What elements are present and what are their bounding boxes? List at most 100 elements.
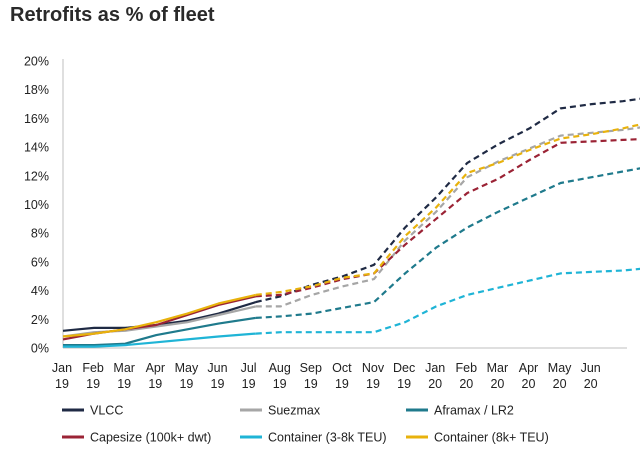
series-line-actual bbox=[63, 332, 256, 348]
x-tick-label: Jan 19 bbox=[52, 361, 72, 391]
series-container-8k-teu bbox=[62, 123, 640, 338]
legend-item: Aframax / LR2 bbox=[406, 404, 514, 418]
series-vlcc bbox=[62, 97, 640, 332]
x-tick-month: Jun bbox=[581, 361, 601, 375]
series-line-projected bbox=[255, 167, 640, 319]
x-tick-label: Oct 19 bbox=[332, 361, 352, 391]
legend-item: Capesize (100k+ dwt) bbox=[62, 431, 211, 445]
legend: VLCC Suezmax Aframax / LR2 Capesize (100k+ … bbox=[62, 404, 549, 445]
x-tick-label: May 19 bbox=[175, 361, 199, 391]
x-tick-year: 20 bbox=[522, 377, 536, 391]
series-line-projected bbox=[255, 126, 640, 308]
x-tick-label: Jun 20 bbox=[581, 361, 601, 391]
x-tick-year: 19 bbox=[242, 377, 256, 391]
legend-label: Container (3-8k TEU) bbox=[268, 431, 387, 445]
x-tick-month: Mar bbox=[113, 361, 135, 375]
legend-item: Container (8k+ TEU) bbox=[406, 431, 549, 445]
y-tick-label: 4% bbox=[31, 284, 49, 298]
y-tick-label: 16% bbox=[24, 112, 49, 126]
y-tick-label: 12% bbox=[24, 169, 49, 183]
x-tick-year: 20 bbox=[584, 377, 598, 391]
legend-label: Aframax / LR2 bbox=[434, 404, 514, 418]
legend-item: VLCC bbox=[62, 404, 123, 418]
x-tick-label: May 20 bbox=[548, 361, 572, 391]
x-tick-year: 19 bbox=[86, 377, 100, 391]
legend-label: Suezmax bbox=[268, 404, 321, 418]
x-tick-label: Apr 19 bbox=[146, 361, 165, 391]
x-tick-year: 20 bbox=[459, 377, 473, 391]
axes bbox=[62, 59, 627, 349]
x-tick-year: 19 bbox=[304, 377, 318, 391]
x-tick-label: Nov 19 bbox=[362, 361, 385, 391]
x-tick-month: May bbox=[175, 361, 199, 375]
x-tick-year: 19 bbox=[366, 377, 380, 391]
series-capesize-100k-dwt bbox=[62, 138, 640, 341]
y-tick-label: 20% bbox=[24, 55, 49, 69]
y-tick-label: 2% bbox=[31, 313, 49, 327]
series-aframax-lr2 bbox=[63, 167, 640, 347]
x-tick-month: Apr bbox=[519, 361, 538, 375]
x-tick-month: Jul bbox=[241, 361, 257, 375]
series-line-actual bbox=[62, 305, 257, 338]
x-tick-label: Jul 19 bbox=[241, 361, 257, 391]
x-tick-year: 19 bbox=[335, 377, 349, 391]
x-tick-month: Aug bbox=[269, 361, 291, 375]
series-suezmax bbox=[62, 126, 640, 338]
x-tick-year: 20 bbox=[428, 377, 442, 391]
x-tick-year: 19 bbox=[397, 377, 411, 391]
x-tick-month: Feb bbox=[82, 361, 104, 375]
x-tick-year: 20 bbox=[490, 377, 504, 391]
x-tick-year: 19 bbox=[273, 377, 287, 391]
x-tick-month: Mar bbox=[487, 361, 509, 375]
x-tick-month: Sep bbox=[300, 361, 322, 375]
legend-label: VLCC bbox=[90, 404, 123, 418]
y-axis-ticks: 0% 2% 4% 6% 8% 10% 12% 14% 16% 18% 20% bbox=[24, 55, 49, 356]
legend-label: Capesize (100k+ dwt) bbox=[90, 431, 211, 445]
y-tick-label: 0% bbox=[31, 342, 49, 356]
x-tick-year: 19 bbox=[148, 377, 162, 391]
y-tick-label: 14% bbox=[24, 141, 49, 155]
x-tick-year: 19 bbox=[55, 377, 69, 391]
x-tick-label: Feb 20 bbox=[456, 361, 478, 391]
x-tick-label: Feb 19 bbox=[82, 361, 104, 391]
x-tick-month: Nov bbox=[362, 361, 385, 375]
x-tick-year: 19 bbox=[179, 377, 193, 391]
chart-title: Retrofits as % of fleet bbox=[10, 4, 215, 26]
x-tick-label: Mar 20 bbox=[487, 361, 509, 391]
x-tick-label: Aug 19 bbox=[269, 361, 291, 391]
x-tick-label: Apr 20 bbox=[519, 361, 538, 391]
series-container-3-8k-teu bbox=[63, 267, 640, 348]
x-tick-year: 20 bbox=[553, 377, 567, 391]
series-line-actual bbox=[63, 316, 256, 347]
legend-item: Container (3-8k TEU) bbox=[240, 431, 387, 445]
x-axis-ticks: Jan 19 Feb 19 Mar 19 Apr 19 May 19 Jun 19 Jul 19 Aug 19… bbox=[52, 361, 601, 391]
series-line-actual bbox=[62, 293, 257, 338]
x-tick-year: 19 bbox=[117, 377, 131, 391]
x-tick-label: Mar 19 bbox=[113, 361, 135, 391]
y-tick-label: 10% bbox=[24, 198, 49, 212]
series-lines bbox=[62, 97, 640, 348]
x-tick-year: 19 bbox=[211, 377, 225, 391]
x-tick-label: Jun 19 bbox=[207, 361, 227, 391]
x-tick-month: Jun bbox=[207, 361, 227, 375]
legend-item: Suezmax bbox=[240, 404, 321, 418]
x-tick-month: Oct bbox=[332, 361, 352, 375]
series-line-projected bbox=[255, 97, 640, 304]
y-tick-label: 18% bbox=[24, 83, 49, 97]
x-tick-month: Dec bbox=[393, 361, 415, 375]
x-tick-month: Jan bbox=[52, 361, 72, 375]
x-tick-label: Jan 20 bbox=[425, 361, 445, 391]
x-tick-month: May bbox=[548, 361, 572, 375]
series-line-projected bbox=[255, 138, 640, 298]
x-tick-label: Dec 19 bbox=[393, 361, 415, 391]
y-tick-label: 6% bbox=[31, 255, 49, 269]
series-line-projected bbox=[255, 123, 640, 296]
x-tick-month: Feb bbox=[456, 361, 478, 375]
x-tick-month: Jan bbox=[425, 361, 445, 375]
x-tick-label: Sep 19 bbox=[300, 361, 322, 391]
x-tick-month: Apr bbox=[146, 361, 165, 375]
legend-label: Container (8k+ TEU) bbox=[434, 431, 549, 445]
series-line-projected bbox=[255, 267, 640, 335]
y-tick-label: 8% bbox=[31, 227, 49, 241]
